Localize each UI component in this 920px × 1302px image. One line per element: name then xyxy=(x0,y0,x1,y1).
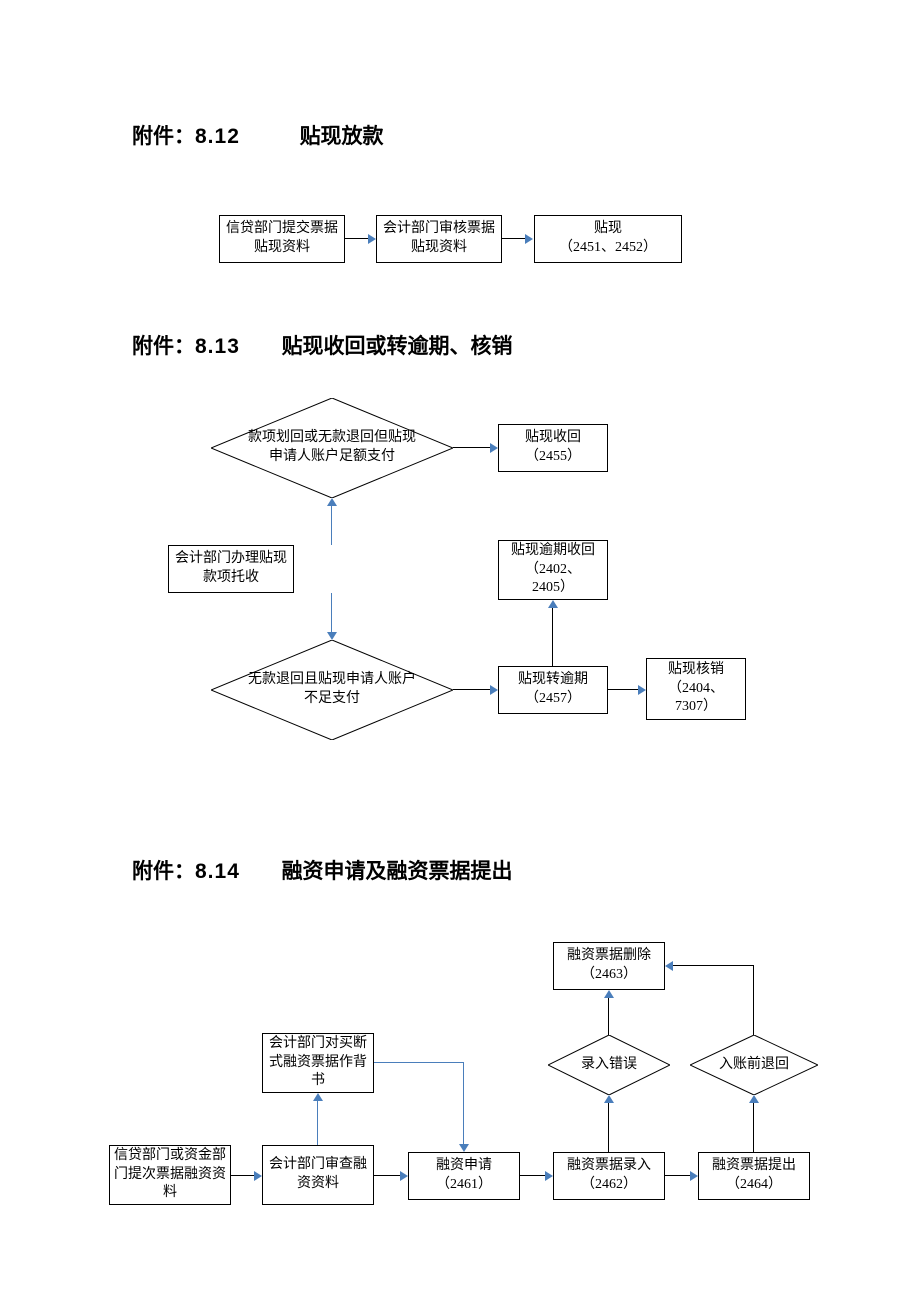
node-writeoff: 贴现核销 （2404、 7307） xyxy=(646,658,746,720)
arrow-line xyxy=(608,998,609,1035)
heading-number: 8.14 xyxy=(195,860,240,883)
arrow-head-icon xyxy=(665,961,673,971)
decision-sufficient: 款项划回或无款退回但贴现申请人账户足额支付 xyxy=(211,398,453,498)
arrow-line xyxy=(673,965,754,966)
arrow-line xyxy=(331,506,332,545)
arrow-line xyxy=(374,1062,464,1063)
arrow-line xyxy=(453,689,490,690)
node-text: 贴现收回 （2455） xyxy=(525,429,581,467)
heading-prefix: 附件： xyxy=(132,335,195,358)
node-text: 贴现逾期收回 （2402、 2405） xyxy=(511,542,595,599)
decision-text: 款项划回或无款退回但贴现申请人账户足额支付 xyxy=(247,429,417,467)
arrow-head-icon xyxy=(548,600,558,608)
node-text: 融资票据录入 （2462） xyxy=(567,1157,651,1195)
arrow-head-icon xyxy=(638,685,646,695)
arrow-head-icon xyxy=(525,234,533,244)
decision-text: 无款退回且贴现申请人账户不足支付 xyxy=(247,671,417,709)
arrow-line xyxy=(345,238,368,239)
arrow-head-icon xyxy=(400,1171,408,1181)
arrow-line xyxy=(374,1175,400,1176)
heading-number: 8.12 xyxy=(195,125,240,148)
node-ticket-input: 融资票据录入 （2462） xyxy=(553,1152,665,1200)
node-text: 会计部门审核票据贴现资料 xyxy=(381,220,497,258)
arrow-head-icon xyxy=(490,685,498,695)
arrow-line xyxy=(463,1062,464,1144)
node-credit-finance: 信贷部门或资金部门提次票据融资资料 xyxy=(109,1145,231,1205)
arrow-head-icon xyxy=(604,990,614,998)
decision-input-error: 录入错误 xyxy=(548,1035,670,1095)
node-text: 会计部门审查融资资料 xyxy=(267,1156,369,1194)
arrow-line xyxy=(552,608,553,666)
arrow-head-icon xyxy=(749,1095,759,1103)
decision-return: 入账前退回 xyxy=(690,1035,818,1095)
node-credit-submit: 信贷部门提交票据贴现资料 xyxy=(219,215,345,263)
node-to-overdue: 贴现转逾期 （2457） xyxy=(498,666,608,714)
decision-insufficient: 无款退回且贴现申请人账户不足支付 xyxy=(211,640,453,740)
node-text: 会计部门对买断式融资票据作背书 xyxy=(267,1035,369,1092)
arrow-line xyxy=(331,593,332,632)
node-text: 融资票据删除 （2463） xyxy=(567,947,651,985)
node-text: 信贷部门提交票据贴现资料 xyxy=(224,220,340,258)
arrow-line xyxy=(520,1175,545,1176)
arrow-line xyxy=(317,1101,318,1145)
arrow-line xyxy=(665,1175,690,1176)
arrow-head-icon xyxy=(690,1171,698,1181)
node-text: 信贷部门或资金部门提次票据融资资料 xyxy=(114,1147,226,1204)
arrow-line xyxy=(502,238,525,239)
arrow-head-icon xyxy=(368,234,376,244)
node-discount: 贴现 （2451、2452） xyxy=(534,215,682,263)
arrow-head-icon xyxy=(490,443,498,453)
node-audit-finance: 会计部门审查融资资料 xyxy=(262,1145,374,1205)
heading-prefix: 附件： xyxy=(132,860,195,883)
node-account-audit: 会计部门审核票据贴现资料 xyxy=(376,215,502,263)
arrow-head-icon xyxy=(545,1171,553,1181)
decision-text: 入账前退回 xyxy=(719,1056,789,1075)
node-text: 贴现转逾期 （2457） xyxy=(518,671,588,709)
node-finance-apply: 融资申请 （2461） xyxy=(408,1152,520,1200)
heading-prefix: 附件： xyxy=(132,125,195,148)
node-overdue-recover: 贴现逾期收回 （2402、 2405） xyxy=(498,540,608,600)
node-text: 融资票据提出 （2464） xyxy=(712,1157,796,1195)
node-text: 贴现 （2451、2452） xyxy=(559,220,657,258)
heading-title: 贴现放款 xyxy=(300,125,384,148)
heading-813: 附件：8.13 贴现收回或转逾期、核销 xyxy=(132,330,513,360)
node-text: 会计部门办理贴现款项托收 xyxy=(173,550,289,588)
node-text: 贴现核销 （2404、 7307） xyxy=(668,661,724,718)
arrow-line xyxy=(231,1175,254,1176)
heading-number: 8.13 xyxy=(195,335,240,358)
heading-812: 附件：8.12 贴现放款 xyxy=(132,120,384,150)
arrow-head-icon xyxy=(327,632,337,640)
node-recover: 贴现收回 （2455） xyxy=(498,424,608,472)
arrow-line xyxy=(608,689,638,690)
node-ticket-delete: 融资票据删除 （2463） xyxy=(553,942,665,990)
arrow-line xyxy=(453,447,490,448)
arrow-line xyxy=(753,1103,754,1152)
arrow-head-icon xyxy=(254,1171,262,1181)
arrow-head-icon xyxy=(313,1093,323,1101)
node-endorse: 会计部门对买断式融资票据作背书 xyxy=(262,1033,374,1093)
heading-title: 贴现收回或转逾期、核销 xyxy=(282,335,513,358)
heading-814: 附件：8.14 融资申请及融资票据提出 xyxy=(132,855,513,885)
decision-text: 录入错误 xyxy=(581,1056,637,1075)
arrow-line xyxy=(608,1103,609,1152)
node-text: 融资申请 （2461） xyxy=(436,1157,492,1195)
node-collection: 会计部门办理贴现款项托收 xyxy=(168,545,294,593)
node-ticket-out: 融资票据提出 （2464） xyxy=(698,1152,810,1200)
arrow-head-icon xyxy=(459,1144,469,1152)
heading-title: 融资申请及融资票据提出 xyxy=(282,860,513,883)
arrow-head-icon xyxy=(327,498,337,506)
arrow-head-icon xyxy=(604,1095,614,1103)
arrow-line xyxy=(753,965,754,1035)
